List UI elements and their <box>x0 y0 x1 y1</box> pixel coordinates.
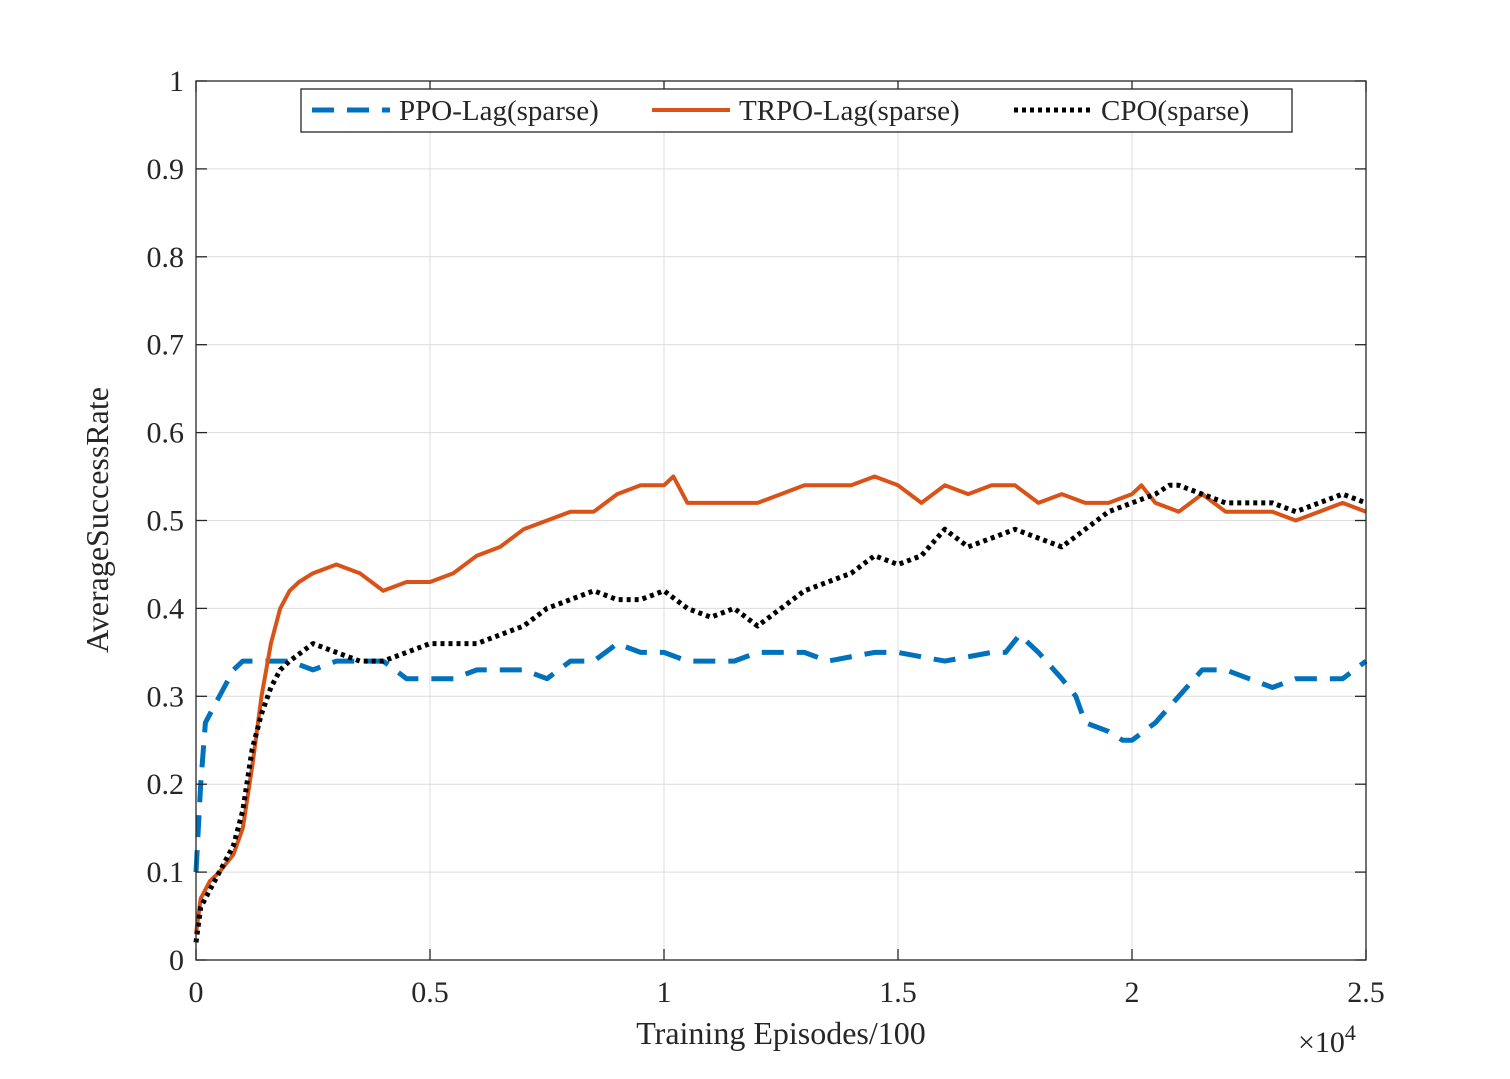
y-tick-label: 0.2 <box>147 768 185 801</box>
x-multiplier-base: ×10 <box>1298 1026 1345 1059</box>
y-tick-label: 0.9 <box>147 153 185 186</box>
legend: PPO-Lag(sparse) TRPO-Lag(sparse) CPO(spars… <box>300 88 1293 133</box>
x-tick-label: 2 <box>1125 976 1140 1009</box>
x-multiplier-exponent: 4 <box>1345 1020 1356 1045</box>
tick-labels: 0 0.5 1 1.5 2 2.5 0 0.1 0.2 0.3 0.4 0.5 0.6 0.7 0.8 0.9… <box>147 65 1385 1009</box>
x-tick-label: 1 <box>657 976 672 1009</box>
legend-label-0: PPO-Lag(sparse) <box>399 95 599 127</box>
legend-box <box>300 88 1293 133</box>
y-tick-label: 1 <box>169 65 184 98</box>
x-tick-label: 1.5 <box>879 976 917 1009</box>
y-axis-title: AverageSuccessRate <box>79 387 115 653</box>
legend-label-2: CPO(sparse) <box>1101 95 1249 127</box>
x-tick-label: 0 <box>189 976 204 1009</box>
y-tick-label: 0.4 <box>147 592 185 625</box>
x-axis-title: Training Episodes/100 <box>636 1015 926 1051</box>
y-tick-label: 0.5 <box>147 505 185 538</box>
series-line-1 <box>194 474 1367 934</box>
y-tick-label: 0.8 <box>147 241 185 274</box>
series-line-2 <box>193 482 1367 943</box>
y-tick-label: 0 <box>169 944 184 977</box>
x-tick-label: 0.5 <box>411 976 449 1009</box>
y-tick-label: 0.7 <box>147 329 185 362</box>
y-tick-label: 0.6 <box>147 417 185 450</box>
y-tick-label: 0.1 <box>147 856 185 889</box>
x-axis-multiplier: ×104 <box>1298 1020 1356 1059</box>
y-tick-label: 0.3 <box>147 680 185 713</box>
legend-label-1: TRPO-Lag(sparse) <box>739 95 960 127</box>
tick-marks <box>195 80 1367 961</box>
series-group <box>193 474 1368 943</box>
x-tick-label: 2.5 <box>1347 976 1385 1009</box>
series-line-0 <box>193 632 1368 873</box>
